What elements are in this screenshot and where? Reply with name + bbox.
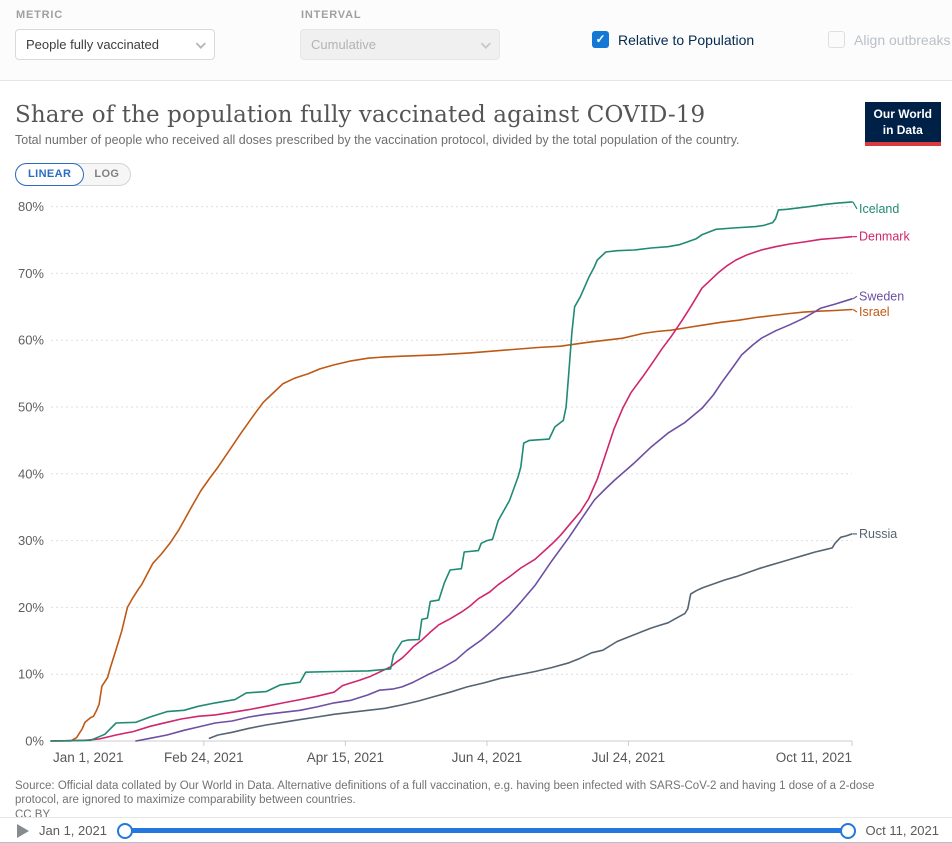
y-tick-label: 30% [18, 533, 44, 548]
timeline-start-handle[interactable] [116, 822, 133, 839]
y-tick-label: 20% [18, 600, 44, 615]
timeline-slider[interactable] [116, 822, 856, 839]
series-line-iceland[interactable] [50, 201, 853, 742]
y-tick-label: 50% [18, 400, 44, 415]
interval-label: INTERVAL [301, 9, 362, 21]
y-tick-label: 10% [18, 667, 44, 682]
series-label-sweden[interactable]: Sweden [859, 289, 904, 303]
series-label-connector [852, 295, 858, 300]
metric-select-value: People fully vaccinated [26, 37, 159, 52]
linear-button[interactable]: LINEAR [15, 163, 85, 186]
checkbox-unchecked-icon [828, 31, 845, 48]
checkbox-checked-icon[interactable]: ✓ [592, 31, 609, 48]
timeline-end-date: Oct 11, 2021 [865, 823, 939, 838]
metric-select[interactable]: People fully vaccinated [15, 29, 215, 60]
chevron-down-icon [195, 38, 206, 49]
series-line-israel[interactable] [50, 308, 853, 742]
y-tick-label: 70% [18, 266, 44, 281]
owid-logo-line2: in Data [882, 122, 923, 137]
y-tick-label: 80% [18, 199, 44, 214]
source-text: Source: Official data collated by Our Wo… [15, 780, 875, 807]
relative-to-population-checkbox[interactable]: ✓ Relative to Population [592, 31, 754, 48]
controls-bar: METRIC People fully vaccinated INTERVAL … [0, 0, 952, 81]
page-title: Share of the population fully vaccinated… [15, 102, 706, 128]
series-label-connector [852, 201, 858, 210]
series-label-denmark[interactable]: Denmark [859, 230, 910, 244]
owid-logo-line1: Our World [873, 107, 932, 121]
y-tick-label: 0% [25, 734, 44, 749]
log-button[interactable]: LOG [94, 168, 120, 180]
x-tick-label: Apr 15, 2021 [307, 750, 384, 765]
page-subtitle: Total number of people who received all … [15, 133, 740, 147]
y-tick-label: 40% [18, 466, 44, 481]
source-note: Source: Official data collated by Our Wo… [15, 779, 915, 822]
series-line-russia[interactable] [208, 533, 853, 740]
align-outbreaks-checkbox: Align outbreaks [828, 31, 951, 48]
chevron-down-icon [480, 38, 491, 49]
align-outbreaks-label: Align outbreaks [854, 31, 951, 48]
series-line-sweden[interactable] [135, 298, 853, 742]
timeline-end-handle[interactable] [839, 822, 856, 839]
series-label-israel[interactable]: Israel [859, 305, 890, 319]
timeline-slider-track[interactable] [124, 828, 848, 833]
timeline-start-date: Jan 1, 2021 [39, 823, 107, 838]
series-label-iceland[interactable]: Iceland [859, 202, 899, 216]
x-tick-label: Feb 24, 2021 [164, 750, 244, 765]
relative-to-population-label: Relative to Population [618, 31, 755, 48]
x-tick-label: Jun 4, 2021 [452, 750, 523, 765]
x-tick-label: Oct 11, 2021 [776, 750, 852, 765]
interval-select: Cumulative [300, 29, 500, 60]
y-tick-label: 60% [18, 333, 44, 348]
owid-logo[interactable]: Our World in Data [864, 102, 941, 147]
chart-svg: 0% 10% 20% 30% 40% 50% 60% 70% 80% Jan 1, 2021 Feb… [18, 199, 910, 765]
timeline: Jan 1, 2021 Oct 11, 2021 [0, 817, 952, 842]
series-line-denmark[interactable] [50, 235, 853, 742]
x-tick-label: Jul 24, 2021 [592, 750, 666, 765]
scale-toggle: LINEAR LOG [15, 163, 132, 186]
series-label-russia[interactable]: Russia [859, 527, 897, 541]
metric-label: METRIC [16, 9, 63, 21]
interval-select-value: Cumulative [311, 37, 377, 52]
play-icon[interactable] [17, 823, 29, 838]
series-label-connector [852, 308, 858, 313]
x-tick-label: Jan 1, 2021 [53, 750, 124, 765]
